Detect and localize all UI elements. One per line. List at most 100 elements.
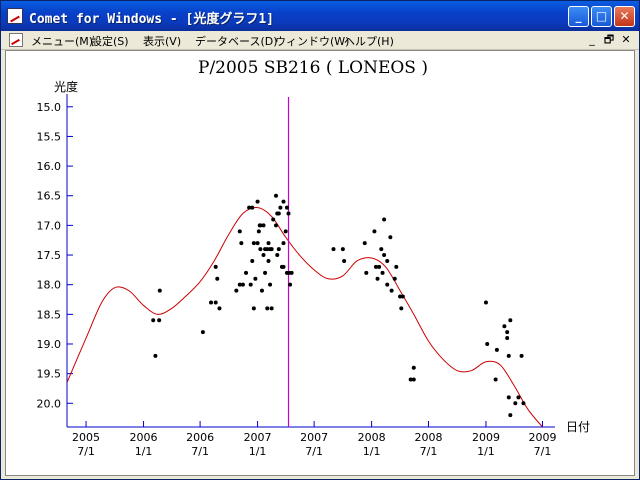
observation-point: [400, 294, 405, 299]
menu-menu[interactable]: メニュー(M): [31, 35, 94, 48]
observation-point: [398, 294, 403, 299]
chart-panel: P/2005 SB216 ( LONEOS ) 光度 日付 15.0 15.5 16…: [5, 50, 635, 476]
chart-title: P/2005 SB216 ( LONEOS ): [198, 58, 428, 78]
observation-point: [506, 353, 511, 358]
observation-point: [331, 247, 336, 252]
observation-point: [513, 401, 518, 406]
observation-point: [399, 306, 404, 311]
observation-point: [508, 413, 513, 418]
title-bar[interactable]: Comet for Windows - [光度グラフ1] _ □ ✕: [1, 1, 639, 31]
menu-view[interactable]: 表示(V): [143, 35, 182, 48]
app-icon[interactable]: [7, 8, 23, 24]
observation-point: [266, 241, 271, 246]
observation-point: [375, 276, 380, 281]
x-tick-label: 1/1: [477, 445, 495, 458]
y-tick-label: 18.5: [37, 308, 62, 321]
observation-point: [508, 318, 513, 323]
y-tick-label: 15.0: [37, 101, 62, 114]
menu-settings[interactable]: 設定(S): [91, 35, 129, 48]
observation-point: [519, 353, 524, 358]
y-tick-label: 16.0: [37, 160, 62, 173]
observation-point: [200, 330, 205, 335]
menu-database[interactable]: データベース(D): [195, 35, 278, 48]
observation-point: [258, 247, 263, 252]
menu-window[interactable]: ウィンドウ(W): [275, 35, 350, 48]
observation-point: [248, 282, 253, 287]
observation-point: [385, 258, 390, 263]
mdi-restore-button[interactable]: 🗗: [603, 33, 615, 46]
x-tick-label: 1/1: [135, 445, 153, 458]
menu-help[interactable]: ヘルプ(H): [344, 35, 394, 48]
x-tick-label: 7/1: [77, 445, 95, 458]
predicted-curve: [67, 207, 543, 427]
close-button[interactable]: ✕: [614, 6, 635, 27]
observation-point: [261, 223, 266, 228]
observation-point: [411, 377, 416, 382]
mdi-close-button[interactable]: ✕: [621, 33, 631, 46]
observation-point: [269, 247, 274, 252]
observation-point: [157, 288, 162, 293]
x-tick-label: 2007: [244, 431, 272, 444]
observation-point: [505, 330, 510, 335]
observation-point: [259, 288, 264, 293]
x-tick-label: 7/1: [191, 445, 209, 458]
observation-point: [278, 205, 283, 210]
observation-point: [274, 223, 279, 228]
observation-point: [276, 247, 281, 252]
observation-point: [250, 205, 255, 210]
observation-point: [385, 282, 390, 287]
observation-point: [256, 229, 261, 234]
x-tick-label: 2006: [130, 431, 158, 444]
observation-point: [394, 264, 399, 269]
mdi-minimize-button[interactable]: _: [589, 33, 595, 46]
observation-point: [239, 241, 244, 246]
observation-point: [388, 235, 393, 240]
y-tick-label: 19.0: [37, 338, 62, 351]
observation-point: [215, 276, 220, 281]
x-axis-label: 日付: [566, 420, 590, 434]
observation-point: [493, 377, 498, 382]
observation-point: [284, 205, 289, 210]
y-tick-label: 19.5: [37, 368, 62, 381]
maximize-button[interactable]: □: [591, 6, 612, 27]
x-tick-label: 7/1: [534, 445, 552, 458]
observation-point: [377, 264, 382, 269]
observation-point: [286, 211, 291, 216]
observation-point: [263, 270, 268, 275]
x-tick-label: 2007: [300, 431, 328, 444]
x-tick-label: 2008: [414, 431, 442, 444]
observation-point: [234, 288, 239, 293]
observation-point: [382, 253, 387, 258]
y-tick-label: 16.5: [37, 190, 62, 203]
observation-point: [362, 241, 367, 246]
y-tick-label: 17.5: [37, 249, 62, 262]
observation-point: [379, 247, 384, 252]
observation-point: [271, 217, 276, 222]
document-icon[interactable]: [9, 33, 23, 47]
x-tick-label: 7/1: [305, 445, 323, 458]
observation-point: [408, 377, 413, 382]
observation-point: [251, 306, 256, 311]
minimize-button[interactable]: _: [568, 6, 589, 27]
x-tick-label: 2006: [186, 431, 214, 444]
observation-point: [372, 229, 377, 234]
x-tick-label: 1/1: [363, 445, 381, 458]
observation-point: [342, 258, 347, 263]
observation-point: [261, 253, 266, 258]
x-tick-label: 2005: [72, 431, 100, 444]
observation-point: [281, 241, 286, 246]
observation-point: [250, 258, 255, 263]
observation-point: [502, 324, 507, 329]
observation-point: [281, 264, 286, 269]
observation-point: [209, 300, 214, 305]
observation-point: [392, 276, 397, 281]
window-title: Comet for Windows - [光度グラフ1]: [29, 12, 275, 27]
observation-point: [247, 205, 252, 210]
observation-point: [340, 247, 345, 252]
observation-point: [485, 341, 490, 346]
observation-point: [269, 306, 274, 311]
observation-point: [505, 336, 510, 341]
observation-point: [288, 282, 293, 287]
x-tick-label: 1/1: [249, 445, 267, 458]
